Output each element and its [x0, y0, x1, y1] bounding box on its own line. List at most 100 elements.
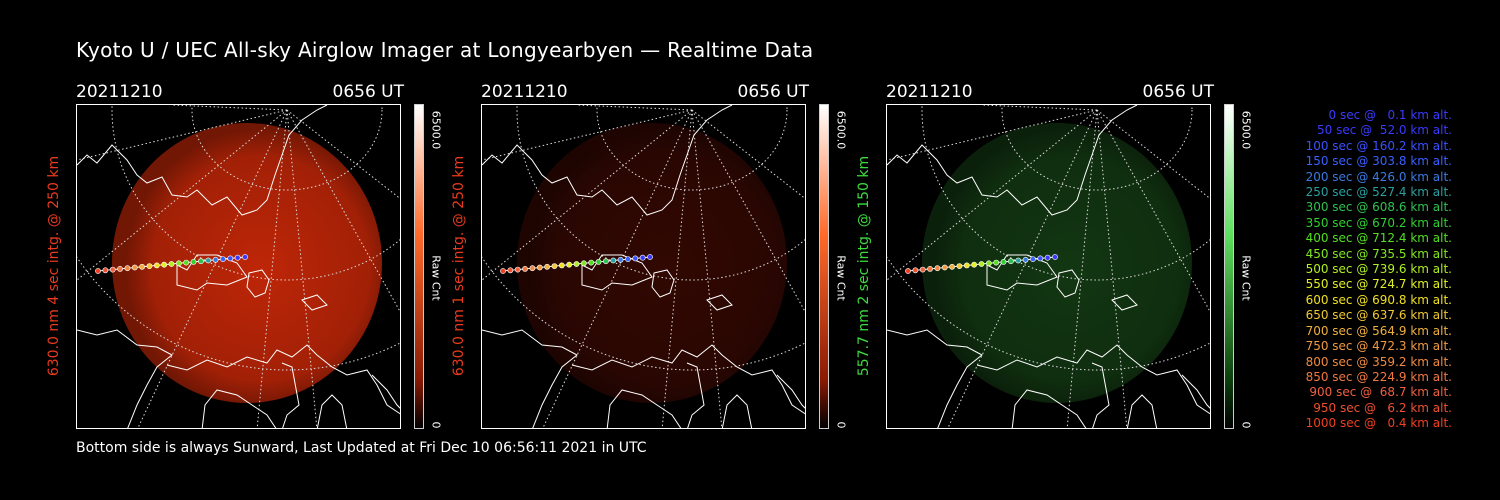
trajectory-point [639, 254, 646, 261]
trajectory-point [610, 257, 617, 264]
legend-row: 850 sec @ 224.9 km alt. [1305, 369, 1452, 384]
trajectory-point [625, 256, 631, 262]
coastline [887, 105, 1210, 428]
all-sky-image [481, 104, 806, 429]
legend-row: 600 sec @ 690.8 km alt. [1305, 292, 1452, 307]
trajectory [905, 254, 1058, 274]
trajectory-point [919, 266, 926, 273]
trajectory-point [1052, 254, 1058, 260]
trajectory-point [529, 265, 536, 272]
trajectory-point [1030, 256, 1036, 262]
panel-time: 0656 UT [1142, 82, 1215, 102]
page-title: Kyoto U / UEC All-sky Airglow Imager at … [76, 38, 814, 62]
trajectory-point [934, 265, 941, 272]
panel-time: 0656 UT [332, 82, 405, 102]
trajectory-point [941, 264, 948, 271]
trajectory-point [1022, 256, 1029, 263]
colorbar [1224, 104, 1234, 429]
latlon-grid [887, 105, 1210, 428]
footer-note: Bottom side is always Sunward, Last Upda… [76, 440, 647, 456]
all-sky-image [886, 104, 1211, 429]
imager-panel-2: 20211210 0656 UT 630.0 nm 1 sec intg. @ … [451, 80, 881, 440]
legend-row: 1000 sec @ 0.4 km alt. [1305, 416, 1452, 431]
trajectory-point [131, 264, 138, 271]
trajectory-point [927, 265, 933, 272]
legend-row: 400 sec @ 712.4 km alt. [1305, 231, 1452, 246]
trajectory-point [139, 263, 145, 270]
trajectory-point [551, 263, 558, 269]
trajectory-point [522, 265, 528, 272]
legend-row: 900 sec @ 68.7 km alt. [1309, 385, 1452, 400]
colorbar [819, 104, 829, 429]
trajectory-point [985, 260, 992, 267]
trajectory-point [153, 262, 160, 269]
legend-row: 500 sec @ 739.6 km alt. [1305, 262, 1452, 277]
trajectory-point [588, 259, 595, 266]
trajectory-point [573, 261, 580, 267]
legend-row: 150 sec @ 303.8 km alt. [1305, 154, 1452, 169]
sky-glow [922, 123, 1192, 403]
trajectory-point [234, 254, 241, 261]
panel-time: 0656 UT [737, 82, 810, 102]
legend-row: 250 sec @ 527.4 km alt. [1305, 185, 1452, 200]
legend-row: 450 sec @ 735.5 km alt. [1305, 246, 1452, 261]
panel-date: 20211210 [481, 82, 568, 102]
trajectory-point [220, 256, 226, 262]
panel-date: 20211210 [886, 82, 973, 102]
trajectory-point [603, 258, 609, 265]
legend-row: 50 sec @ 52.0 km alt. [1317, 123, 1452, 138]
imager-panel-1: 20211210 0656 UT 630.0 nm 4 sec intg. @ … [46, 80, 476, 440]
trajectory-point [949, 263, 955, 270]
colorbar [414, 104, 424, 429]
trajectory-point [146, 263, 153, 269]
trajectory [95, 254, 248, 274]
all-sky-image [76, 104, 401, 429]
trajectory-point [580, 260, 587, 267]
latlon-grid [482, 105, 805, 428]
altitude-legend: 0 sec @ 0.1 km alt. 50 sec @ 52.0 km alt.… [1262, 108, 1452, 432]
map-svg [77, 105, 400, 428]
trajectory-point [905, 268, 911, 274]
legend-row: 200 sec @ 426.0 km alt. [1305, 169, 1452, 184]
trajectory-point [102, 267, 109, 274]
trajectory-point [956, 263, 963, 269]
coastline [77, 105, 400, 428]
trajectory-point [617, 256, 624, 263]
legend-row: 100 sec @ 160.2 km alt. [1305, 138, 1452, 153]
trajectory-point [500, 268, 506, 274]
imager-panel-3: 20211210 0656 UT 557.7 nm 2 sec intg. @ … [856, 80, 1286, 440]
trajectory-point [1000, 258, 1007, 265]
trajectory-point [205, 257, 212, 264]
trajectory-point [1008, 258, 1014, 265]
trajectory-point [912, 267, 919, 274]
legend-row: 350 sec @ 670.2 km alt. [1305, 215, 1452, 230]
coastline [482, 105, 805, 428]
legend-row: 950 sec @ 6.2 km alt. [1313, 400, 1452, 415]
trajectory-point [536, 264, 543, 271]
panel-date: 20211210 [76, 82, 163, 102]
trajectory-point [566, 261, 573, 268]
trajectory-point [183, 259, 190, 266]
trajectory-point [544, 263, 550, 270]
trajectory-point [1044, 254, 1051, 261]
trajectory-point [124, 265, 131, 272]
legend-row: 750 sec @ 472.3 km alt. [1305, 339, 1452, 354]
trajectory-point [242, 254, 248, 260]
trajectory-point [1015, 257, 1022, 264]
trajectory-point [971, 261, 978, 268]
trajectory-point [227, 255, 234, 262]
legend-row: 550 sec @ 724.7 km alt. [1305, 277, 1452, 292]
latlon-grid [77, 105, 400, 428]
trajectory-point [190, 258, 197, 265]
trajectory-point [109, 266, 116, 273]
trajectory-point [963, 262, 970, 269]
trajectory-point [117, 265, 123, 272]
trajectory-point [993, 259, 1000, 266]
trajectory-point [595, 258, 602, 265]
trajectory [500, 254, 653, 274]
trajectory-point [514, 266, 521, 273]
trajectory-point [507, 267, 514, 274]
trajectory-point [95, 268, 101, 274]
trajectory-point [632, 255, 639, 262]
legend-row: 300 sec @ 608.6 km alt. [1305, 200, 1452, 215]
